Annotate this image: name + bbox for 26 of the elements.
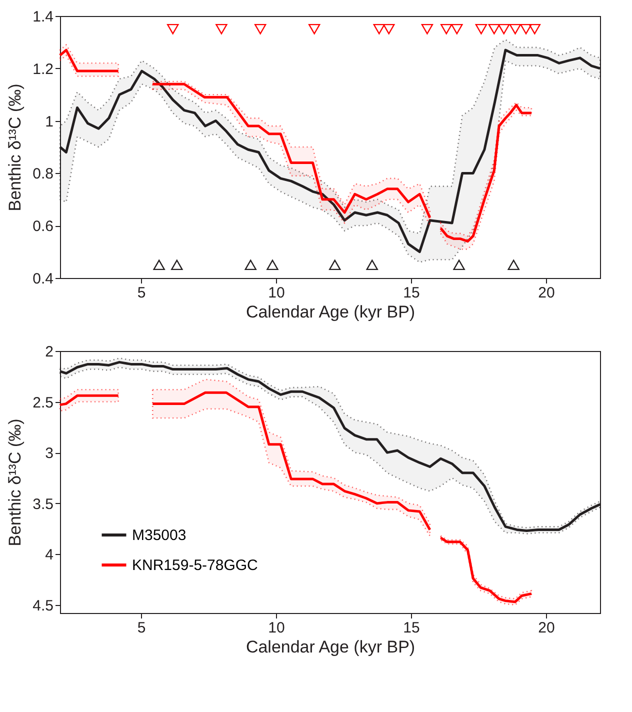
y-axis-title: Benthic δ¹³C (‰) — [6, 84, 25, 212]
y-tick-label: 1.2 — [32, 60, 54, 78]
x-tick-label: 10 — [268, 284, 285, 302]
x-tick-label: 15 — [403, 284, 420, 302]
x-tick-label: 20 — [538, 284, 555, 302]
x-tick-label: 5 — [137, 284, 146, 302]
x-tick-label: 5 — [137, 620, 146, 636]
y-tick-label: 3 — [45, 445, 54, 462]
y-tick-label: 4.5 — [32, 597, 54, 614]
x-tick-label: 20 — [538, 620, 555, 636]
x-tick-label: 15 — [403, 620, 420, 636]
x-tick-label: 10 — [268, 620, 285, 636]
y-axis-title: Benthic δ¹³C (‰) — [6, 418, 25, 546]
y-tick-label: 0.4 — [32, 270, 54, 288]
y-tick-label: 3.5 — [32, 496, 54, 513]
legend-label: KNR159-5-78GGC — [132, 557, 258, 574]
y-tick-label: 0.6 — [32, 218, 54, 236]
x-axis-title: Calendar Age (kyr BP) — [246, 638, 416, 656]
y-tick-label: 0.8 — [32, 166, 54, 183]
y-tick-label: 4 — [45, 546, 54, 564]
y-tick-label: 1.4 — [32, 8, 54, 26]
legend-label: M35003 — [132, 527, 186, 544]
y-tick-label: 2 — [45, 344, 54, 360]
y-tick-label: 1 — [45, 113, 54, 130]
x-axis-title: Calendar Age (kyr BP) — [246, 302, 416, 322]
y-tick-label: 2.5 — [32, 394, 54, 412]
